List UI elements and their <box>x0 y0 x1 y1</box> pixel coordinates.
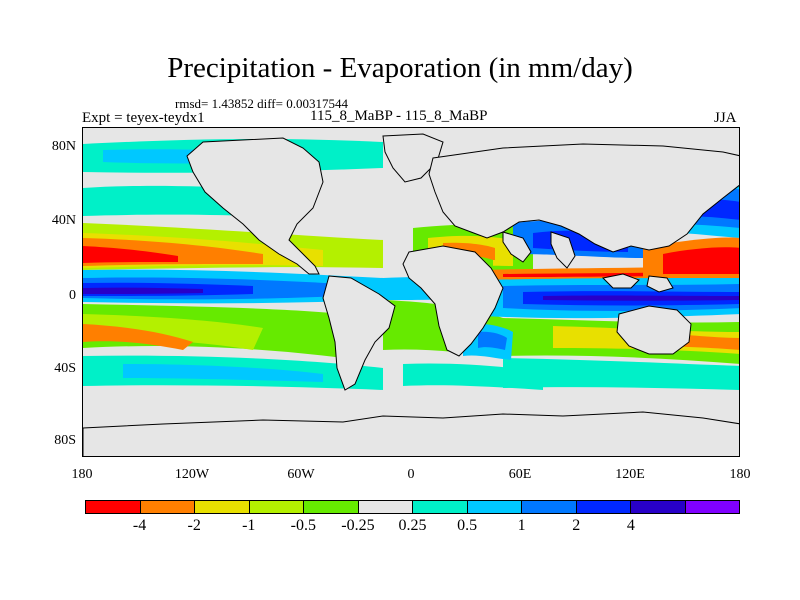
lat-tick-40n: 40N <box>51 213 76 228</box>
lat-tick-80n: 80N <box>51 139 76 154</box>
lon-tick-120w: 120W <box>174 467 210 482</box>
colorbar-box <box>358 501 413 513</box>
colorbar-box <box>195 501 250 513</box>
colorbar-label: 0.25 <box>398 517 427 534</box>
lon-tick-60w: 60W <box>287 467 315 482</box>
lat-tick-80s: 80S <box>54 433 76 448</box>
colorbar-box <box>576 501 631 513</box>
colorbar-box <box>304 501 359 513</box>
stats-line: rmsd= 1.43852 diff= 0.00317544 <box>175 96 348 111</box>
lon-tick-0: 0 <box>407 467 415 482</box>
colorbar-box <box>522 501 577 513</box>
colorbar-label: -1 <box>242 517 256 534</box>
colorbar-label: -2 <box>187 517 201 534</box>
colorbar-box <box>413 501 468 513</box>
precip-evap-map <box>83 128 739 456</box>
colorbar <box>85 500 740 514</box>
case-label: 115_8_MaBP - 115_8_MaBP <box>310 108 488 124</box>
lat-tick-0: 0 <box>69 288 76 303</box>
colorbar-label: 0.5 <box>457 517 478 534</box>
map-panel <box>82 127 740 457</box>
colorbar-box <box>140 501 195 513</box>
colorbar-label: -0.5 <box>290 517 316 534</box>
lon-tick-180e: 180 <box>729 467 751 482</box>
colorbar-label: -0.25 <box>341 517 375 534</box>
season-label: JJA <box>714 110 737 126</box>
colorbar-box <box>631 501 686 513</box>
lat-tick-40s: 40S <box>54 361 76 376</box>
experiment-label: Expt = teyex-teydx1 <box>82 110 205 126</box>
colorbar-label: 2 <box>572 517 581 534</box>
lon-tick-60e: 60E <box>508 467 532 482</box>
colorbar-label: -4 <box>132 517 147 534</box>
colorbar-label: 4 <box>626 517 635 534</box>
lon-tick-120e: 120E <box>615 467 645 482</box>
colorbar-box <box>467 501 522 513</box>
colorbar-box <box>86 501 141 513</box>
colorbar-box <box>249 501 304 513</box>
map-title: Precipitation - Evaporation (in mm/day) <box>167 52 633 84</box>
colorbar-box <box>685 501 739 513</box>
lon-tick-180w: 180 <box>71 467 93 482</box>
colorbar-label: 1 <box>517 517 526 534</box>
